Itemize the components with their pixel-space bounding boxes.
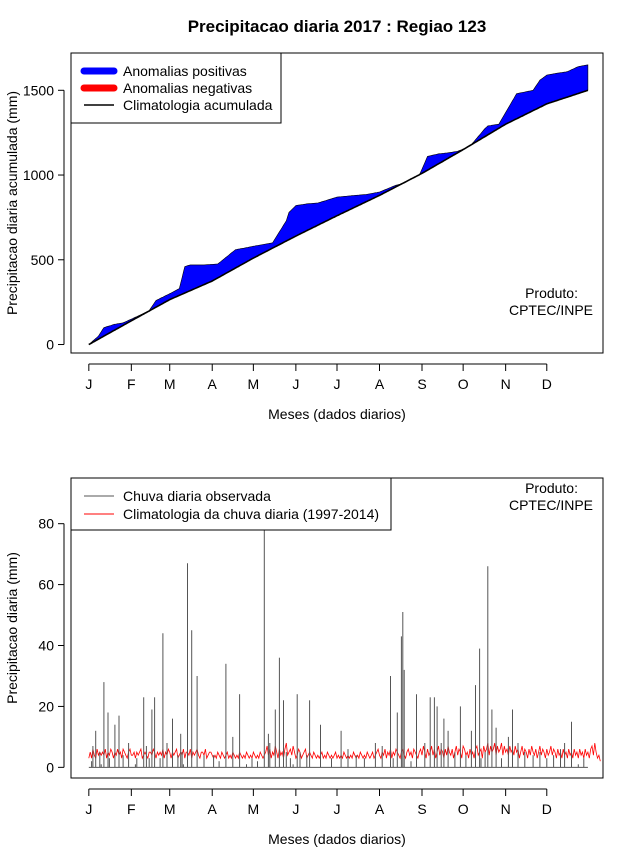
bottom-product-source: CPTEC/INPE: [509, 497, 593, 513]
climatology-daily-line: [88, 742, 601, 762]
top-y-axis-label: Precipitacao diaria acumulada (mm): [4, 91, 20, 315]
bottom-x-tick-label: J: [85, 801, 92, 817]
top-x-tick-label: F: [127, 376, 136, 392]
bottom-x-tick-label: A: [375, 801, 385, 817]
bottom-y-tick-label: 20: [38, 698, 54, 714]
top-product-label: Produto:: [525, 285, 578, 301]
accumulated-chart: 0 500 1000 1500 J F M A M J J A S O N D Meses (dados d…: [4, 52, 604, 422]
top-x-axis-label: Meses (dados diarios): [268, 406, 406, 422]
bottom-y-tick-label: 40: [38, 638, 54, 654]
top-x-tick-label: A: [375, 376, 385, 392]
bottom-x-tick-label: N: [501, 801, 511, 817]
bottom-product-label: Produto:: [525, 480, 578, 496]
climatology-daily-line-group: [88, 742, 601, 762]
top-x-tick-label: N: [501, 376, 511, 392]
top-x-tick-label: M: [164, 376, 176, 392]
bottom-legend-box: [70, 477, 392, 531]
chart-title: Precipitacao diaria 2017 : Regiao 123: [188, 17, 487, 36]
bottom-x-tick-label: A: [208, 801, 218, 817]
top-x-tick-label: J: [334, 376, 341, 392]
bottom-y-axis-label: Precipitacao diaria (mm): [4, 552, 20, 704]
top-x-tick-label: A: [208, 376, 218, 392]
bottom-x-tick-label: D: [542, 801, 552, 817]
top-plot-frame: [70, 52, 604, 354]
bottom-y-tick-label: 0: [46, 759, 54, 775]
bottom-x-tick-label: O: [458, 801, 469, 817]
bottom-y-tick-label: 60: [38, 577, 54, 593]
top-y-tick-label: 1500: [23, 82, 54, 98]
top-x-tick-label: O: [458, 376, 469, 392]
bottom-x-tick-label: F: [127, 801, 136, 817]
top-x-tick-label: M: [248, 376, 260, 392]
legend-label-climatology: Climatologia acumulada: [123, 97, 273, 113]
top-x-tick-label: D: [542, 376, 552, 392]
bottom-legend: Chuva diaria observada Climatologia da c…: [70, 477, 392, 531]
top-x-tick-label: J: [85, 376, 92, 392]
top-legend: Anomalias positivas Anomalias negativas …: [70, 52, 282, 124]
top-y-axis: 0 500 1000 1500: [23, 82, 65, 353]
top-y-tick-label: 0: [46, 337, 54, 353]
bottom-y-axis: 0 20 40 60 80: [38, 516, 65, 775]
bottom-y-tick-label: 80: [38, 516, 54, 532]
bottom-x-tick-label: J: [334, 801, 341, 817]
bottom-x-tick-label: M: [248, 801, 260, 817]
climatology-accumulated-line: [88, 89, 589, 346]
top-y-tick-label: 1000: [23, 167, 54, 183]
daily-chart: 0 20 40 60 80 J F M A M J J A S O N D Meses (dados diar…: [4, 477, 604, 847]
legend-label-observed: Chuva diaria observada: [123, 488, 271, 504]
top-x-tick-label: J: [292, 376, 299, 392]
legend-label-clim-daily: Climatologia da chuva diaria (1997-2014): [123, 506, 379, 522]
observed-spikes-group: [88, 529, 588, 768]
top-x-tick-label: S: [417, 376, 426, 392]
legend-label-negative: Anomalias negativas: [123, 80, 252, 96]
top-product-source: CPTEC/INPE: [509, 302, 593, 318]
bottom-x-tick-label: J: [292, 801, 299, 817]
bottom-x-tick-label: M: [164, 801, 176, 817]
top-y-tick-label: 500: [31, 252, 55, 268]
bottom-x-tick-label: S: [417, 801, 426, 817]
legend-label-positive: Anomalias positivas: [123, 63, 247, 79]
bottom-x-axis-label: Meses (dados diarios): [268, 831, 406, 847]
